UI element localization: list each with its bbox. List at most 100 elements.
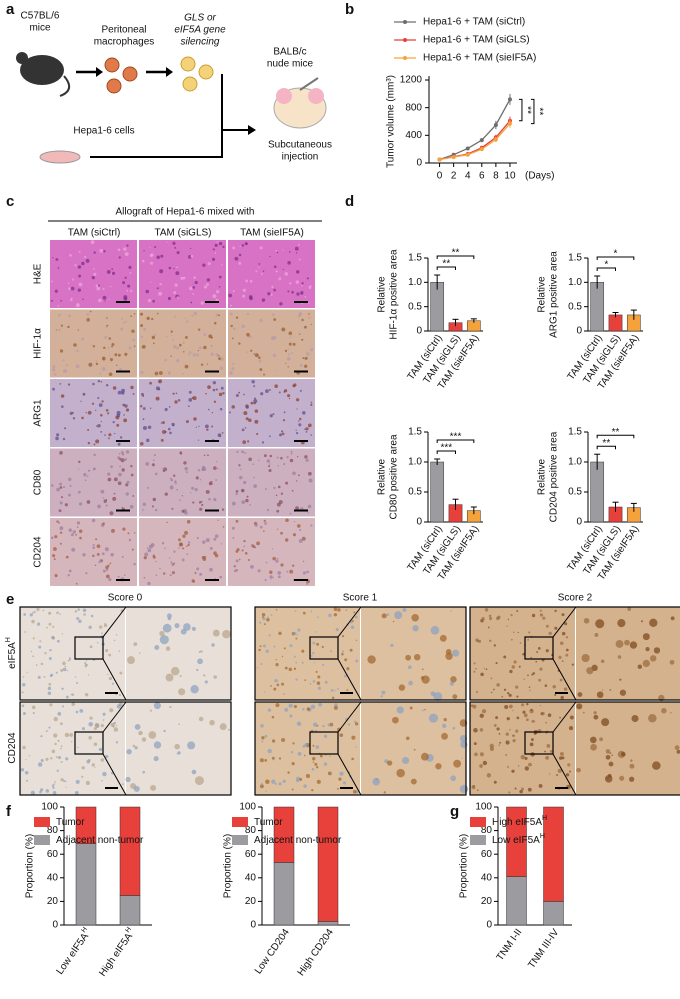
bar [430,461,445,523]
significance-label: ** [521,106,532,114]
mouse-icon [20,55,64,85]
micrograph-cell [288,667,293,672]
micrograph-cell [581,653,590,663]
micrograph-cell [64,427,67,430]
micrograph-cell [261,298,266,302]
micrograph-cell [252,545,256,549]
micrograph-cell [484,608,489,612]
micrograph-cell [301,282,304,285]
micrograph-cell [114,432,116,435]
micrograph-cell [517,631,519,634]
micrograph-cell [173,474,176,477]
micrograph-cell [124,458,127,461]
micrograph-cell [352,619,354,622]
micrograph-cell [77,490,81,494]
micrograph-cell [117,575,120,578]
micrograph-cell [548,773,551,775]
micrograph-cell [71,547,76,552]
micrograph-cell [230,304,232,307]
micrograph-cell [48,622,52,626]
micrograph-cell [269,570,273,574]
micrograph-cell [47,691,52,695]
y-axis-label: Relative [377,459,388,496]
micrograph-cell [235,490,239,493]
micrograph-cell [110,361,112,363]
micrograph-cell [257,459,260,462]
y-tick-label: 60 [481,849,493,860]
micrograph-cell [90,614,94,618]
micrograph-cell [214,252,217,254]
micrograph-cell [145,289,150,294]
micrograph-cell [267,616,269,618]
micrograph-cell [75,303,80,308]
micrograph-cell [394,611,403,620]
micrograph-cell [37,675,41,679]
micrograph-cell [215,629,218,632]
micrograph-cell [60,394,65,398]
micrograph-cell [108,354,111,356]
micrograph-cell [95,362,99,366]
micrograph-cell [89,310,92,313]
micrograph-cell [180,628,187,635]
micrograph-cell [308,313,310,315]
micrograph-cell [191,486,195,490]
micrograph-cell [184,466,188,471]
micrograph-cell [472,704,477,709]
y-tick-label: 1.5 [568,253,582,264]
micrograph-cell [565,773,570,777]
mouse-ear [276,88,292,104]
micrograph-cell [301,338,304,341]
micrograph-cell [537,647,541,650]
micrograph-cell [106,317,108,319]
micrograph-cell [62,779,65,782]
syringe [299,77,319,91]
micrograph-cell [265,790,267,793]
micrograph-cell [52,790,57,795]
micrograph-cell [181,509,185,513]
micrograph-cell [153,702,161,710]
micrograph-cell [84,693,89,697]
micrograph-cell [301,318,304,322]
micrograph-cell [57,267,60,269]
micrograph-cell [105,574,110,579]
micrograph-cell [67,325,70,329]
column-label: Score 2 [558,593,593,604]
micrograph-cell [115,724,118,727]
micrograph-cell [537,729,542,734]
micrograph-cell [199,479,202,481]
micrograph-cell [252,463,254,465]
micrograph-cell [59,349,64,353]
micrograph-cell [293,520,296,523]
micrograph-cell [126,748,132,755]
micrograph-cell [297,314,301,318]
micrograph-cell [593,711,597,715]
micrograph-cell [108,653,112,657]
micrograph-cell [201,503,204,507]
step-text: nude mice [267,59,314,70]
micrograph-cell [293,667,297,671]
micrograph-cell [127,656,136,665]
micrograph-cell [310,403,313,407]
micrograph-cell [275,703,280,708]
micrograph-cell [295,678,298,681]
micrograph-cell [524,766,530,771]
micrograph-cell [108,337,112,340]
micrograph-cell [177,399,181,402]
micrograph-cell [291,290,294,294]
micrograph-cell [77,468,80,470]
micrograph-cell [522,652,525,656]
micrograph-cell [190,254,194,258]
micrograph-cell [122,322,125,325]
micrograph-cell [114,353,118,357]
micrograph-cell [270,293,273,296]
micrograph-cell [306,570,309,574]
micrograph-cell [333,705,338,710]
significance-label: ** [612,427,620,438]
micrograph-cell [312,761,315,763]
micrograph-cell [653,647,661,654]
micrograph-cell [62,705,65,708]
micrograph-cell [266,508,270,512]
micrograph-cell [105,499,108,501]
micrograph-cell [53,373,57,376]
